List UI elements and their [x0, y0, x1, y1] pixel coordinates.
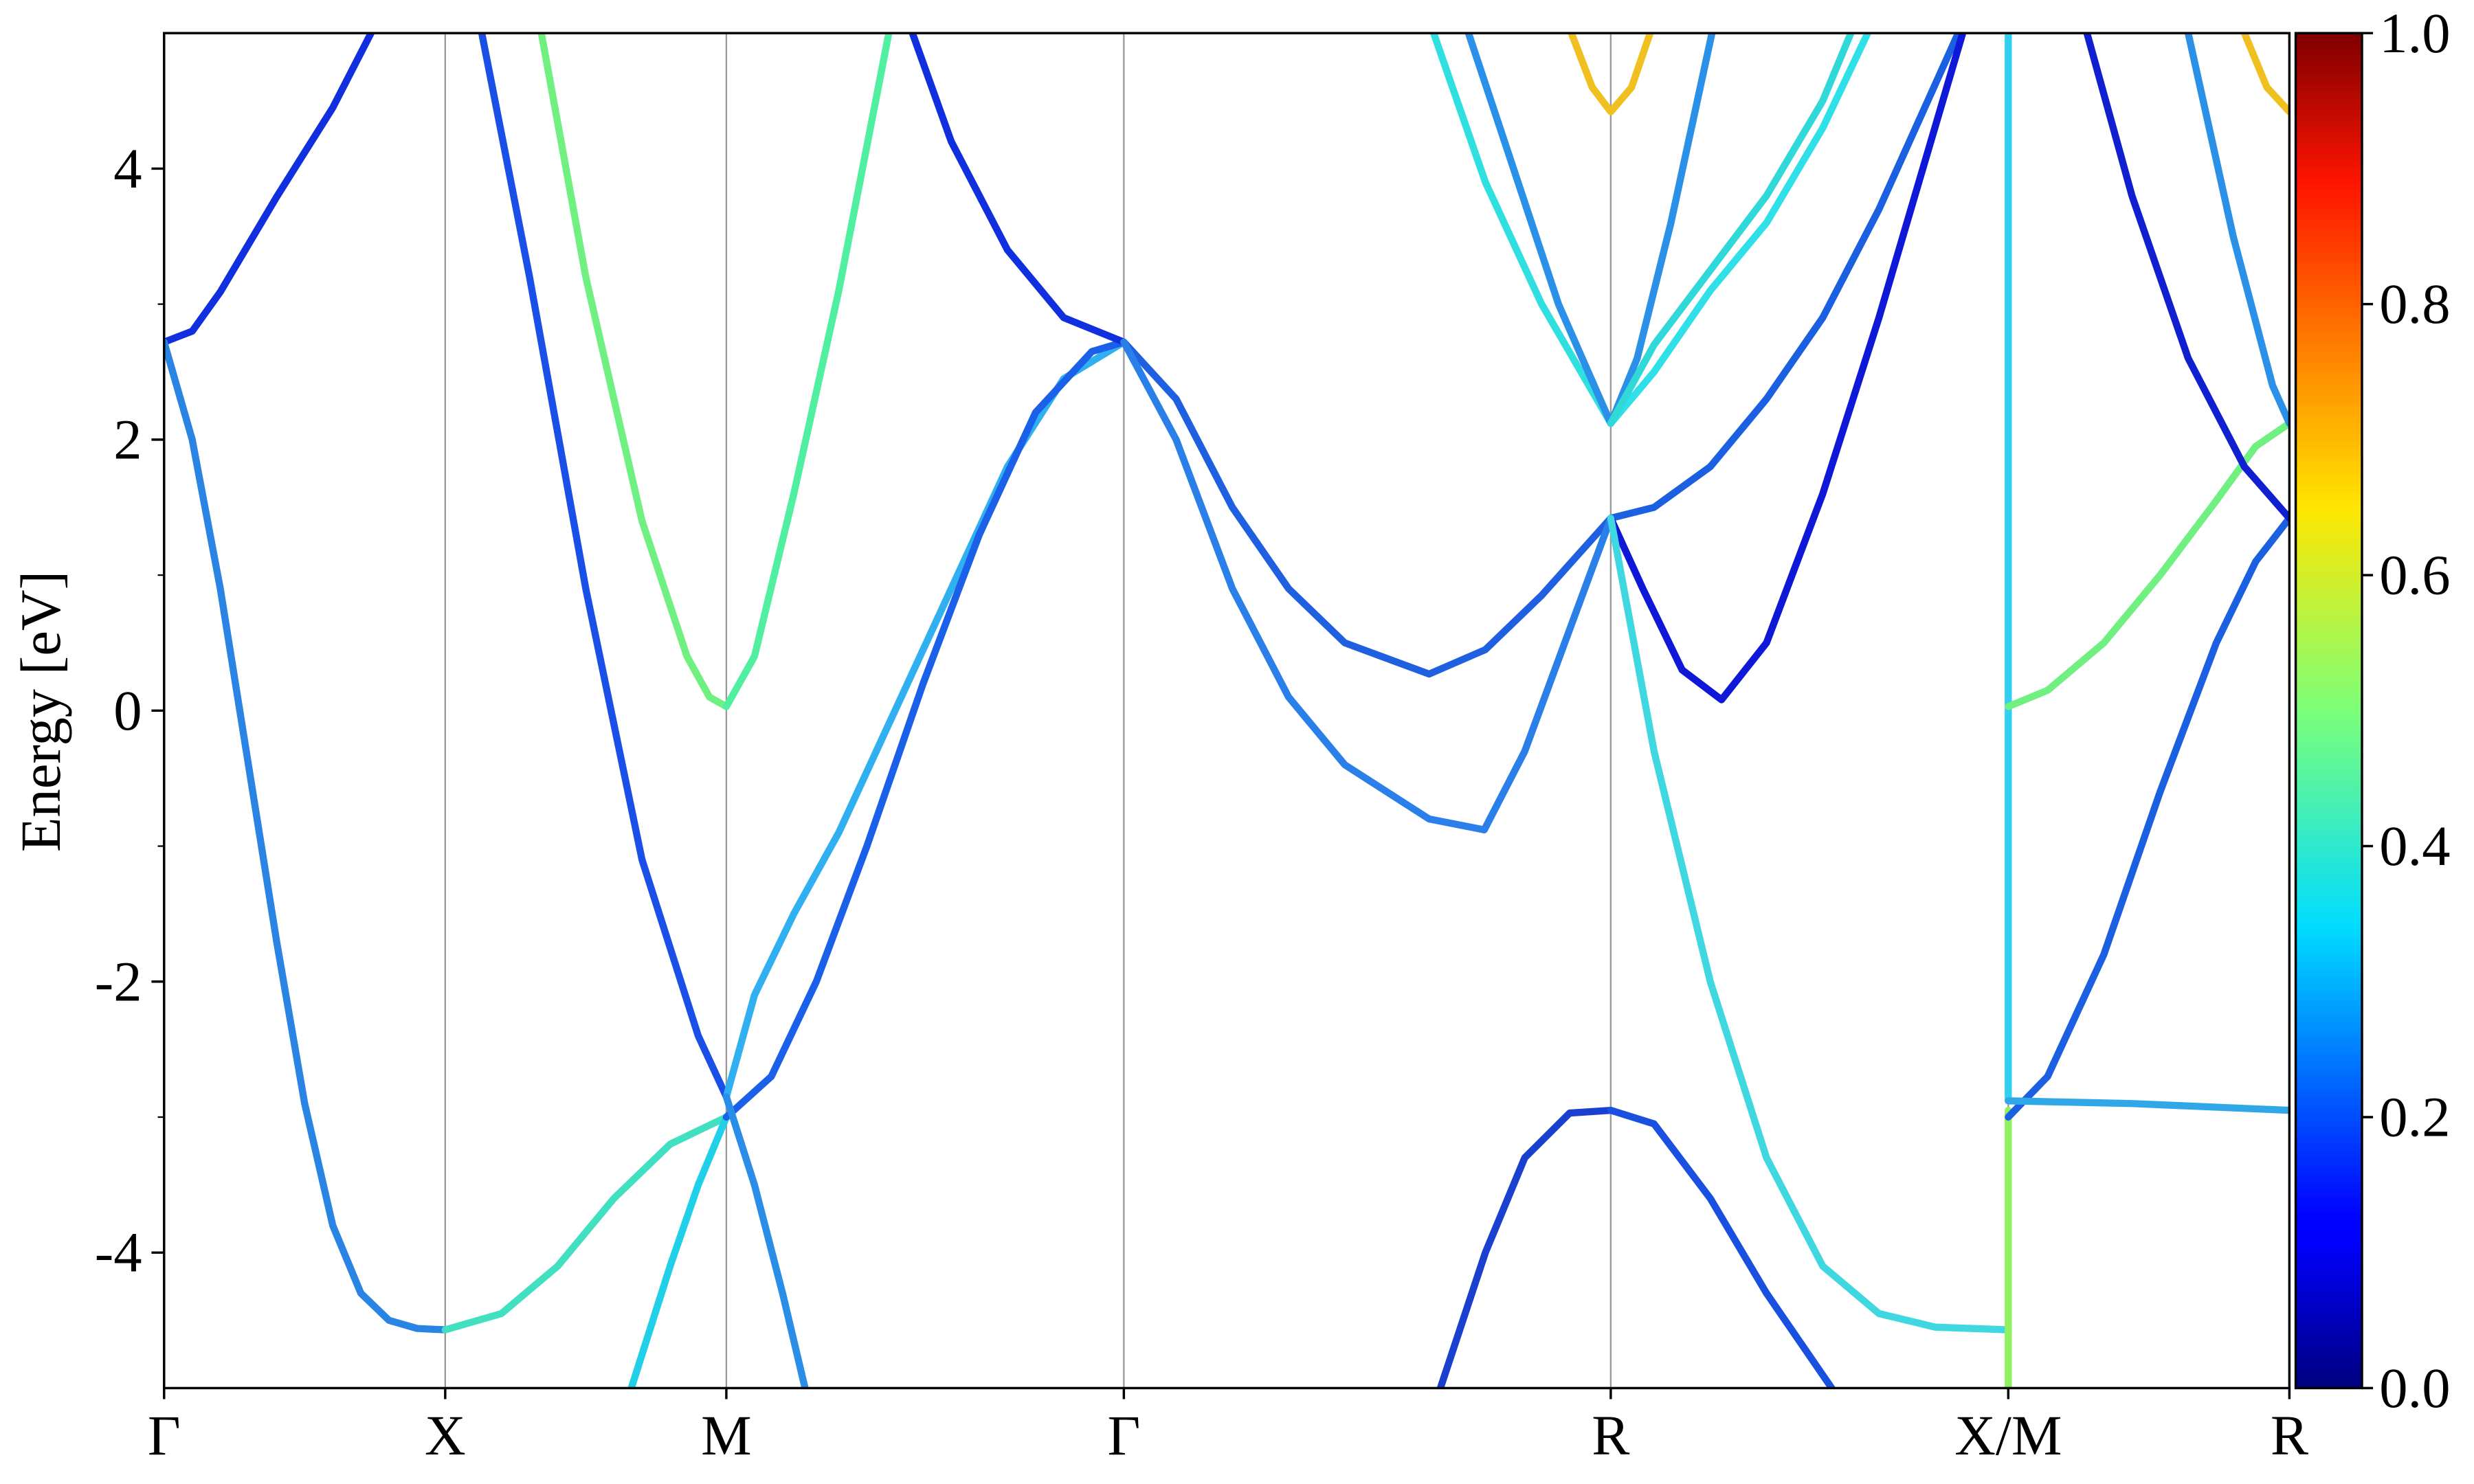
band-line — [164, 338, 449, 1334]
axes: Γ X M Γ R X/M R -4 -2 0 2 4 0.0 0.2 0.4 0.6 0.8 1.0 — [95, 1, 2451, 1467]
band-line — [1436, 1106, 1615, 1389]
y-tick-label: -4 — [95, 1221, 142, 1284]
colorbar-tick-label: 0.4 — [2379, 814, 2450, 877]
band-line — [1120, 338, 1615, 678]
band-line — [1607, 33, 1967, 704]
y-axis-label: Energy [eV] — [9, 571, 72, 852]
colorbar-tick-label: 0.2 — [2379, 1086, 2450, 1149]
band-line — [722, 338, 1128, 1121]
band-line — [1568, 33, 1654, 115]
y-tick-label: 2 — [113, 407, 142, 471]
band-line — [1607, 33, 1855, 427]
grid — [163, 33, 2291, 1389]
band-line — [537, 33, 731, 710]
plot-frame — [163, 32, 2291, 1390]
band-line — [2005, 515, 2290, 1121]
band-line — [722, 338, 1128, 1101]
y-tick-label: -2 — [95, 949, 142, 1013]
x-tick-label: R — [1592, 1404, 1629, 1467]
band-line — [1120, 338, 1615, 834]
colorbar-tick-label: 1.0 — [2379, 1, 2450, 65]
band-line — [2005, 1097, 2290, 1114]
band-line — [909, 33, 1128, 346]
colorbar-tick-label: 0.8 — [2379, 272, 2450, 335]
band-line — [1607, 515, 2012, 1334]
band-line — [2005, 420, 2290, 710]
x-tick-label: Γ — [148, 1404, 181, 1467]
band-line — [722, 1093, 809, 1389]
colorbar-tick-label: 0.0 — [2379, 1356, 2450, 1419]
bands — [164, 33, 2290, 1389]
x-tick-label: X/M — [1954, 1404, 2062, 1467]
band-line — [2184, 33, 2290, 427]
band-line — [441, 1113, 731, 1334]
band-line — [478, 33, 731, 1101]
x-tick-label: M — [701, 1404, 751, 1467]
band-line — [1429, 33, 1615, 427]
colorbar — [2294, 32, 2363, 1390]
x-tick-label: R — [2271, 1404, 2308, 1467]
band-line — [1464, 33, 1615, 427]
band-line — [1607, 33, 1871, 427]
band-line — [2240, 33, 2290, 115]
band-line — [2083, 33, 2290, 522]
y-tick-label: 4 — [113, 137, 142, 200]
band-line — [1607, 33, 1962, 522]
band-line — [722, 33, 893, 710]
y-tick-label: 0 — [113, 679, 142, 742]
band-line — [1607, 33, 1716, 427]
band-line — [1607, 1106, 1836, 1389]
band-line — [164, 33, 375, 346]
x-tick-label: X — [425, 1404, 466, 1467]
colorbar-tick-label: 0.6 — [2379, 543, 2450, 607]
x-tick-label: Γ — [1107, 1404, 1140, 1467]
band-line — [627, 1113, 731, 1389]
